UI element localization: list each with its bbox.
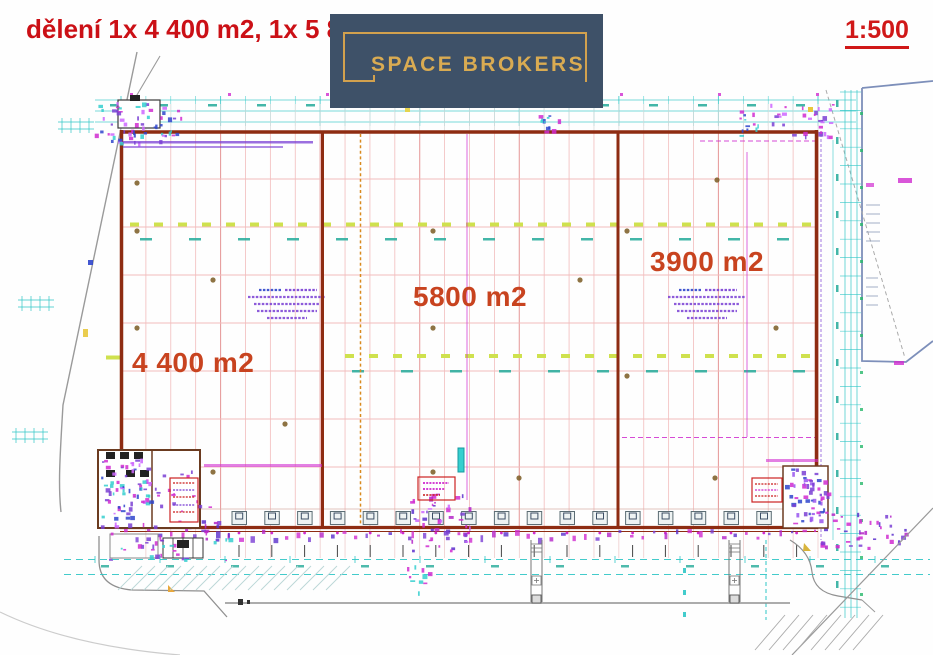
area-label-4400: 4 400 m2 bbox=[132, 347, 255, 378]
space-brokers-logo: SPACE BROKERS bbox=[330, 14, 603, 108]
sprinkler-row-1 bbox=[130, 222, 816, 241]
office-block-left bbox=[97, 449, 322, 530]
logo-frame-nub bbox=[373, 75, 375, 82]
area-label-3900: 3900 m2 bbox=[650, 246, 765, 277]
scale-label: 1:500 bbox=[845, 16, 909, 49]
logo-text: SPACE BROKERS bbox=[371, 53, 586, 76]
site-boundary-left bbox=[0, 51, 228, 655]
logo-frame-stub bbox=[343, 80, 375, 82]
center-annotation bbox=[417, 447, 465, 501]
hall-column-grid bbox=[121, 131, 819, 558]
office-block-right bbox=[751, 459, 832, 529]
unit-divider-walls bbox=[321, 132, 620, 527]
hall-outline-walls bbox=[119, 130, 819, 532]
site-parcel-right bbox=[825, 80, 933, 365]
sprinkler-row-2 bbox=[106, 354, 816, 373]
dock-equipment-band bbox=[124, 493, 909, 553]
site-lines-bottom bbox=[64, 539, 930, 620]
area-label-5800: 5800 m2 bbox=[413, 281, 528, 312]
roof-access-marks bbox=[405, 107, 759, 137]
road-hatch-right bbox=[754, 507, 933, 655]
column-dots bbox=[134, 177, 779, 481]
office-left-exterior bbox=[109, 532, 234, 592]
illegible-annotation-right bbox=[668, 288, 746, 320]
logo-frame bbox=[343, 32, 587, 82]
corner-detail-top-left bbox=[94, 95, 313, 148]
parking-hatch-left bbox=[117, 565, 351, 591]
dock-ramps bbox=[530, 540, 741, 604]
dimension-marks-left bbox=[12, 118, 94, 443]
loading-docks bbox=[231, 511, 805, 557]
corner-detail-top-right bbox=[770, 103, 835, 140]
illegible-annotation-left bbox=[248, 288, 326, 320]
utility-lines-magenta bbox=[466, 134, 834, 540]
dimension-band-right bbox=[836, 90, 863, 618]
page-title: dělení 1x 4 400 m2, 1x 5 800 bbox=[26, 14, 371, 44]
